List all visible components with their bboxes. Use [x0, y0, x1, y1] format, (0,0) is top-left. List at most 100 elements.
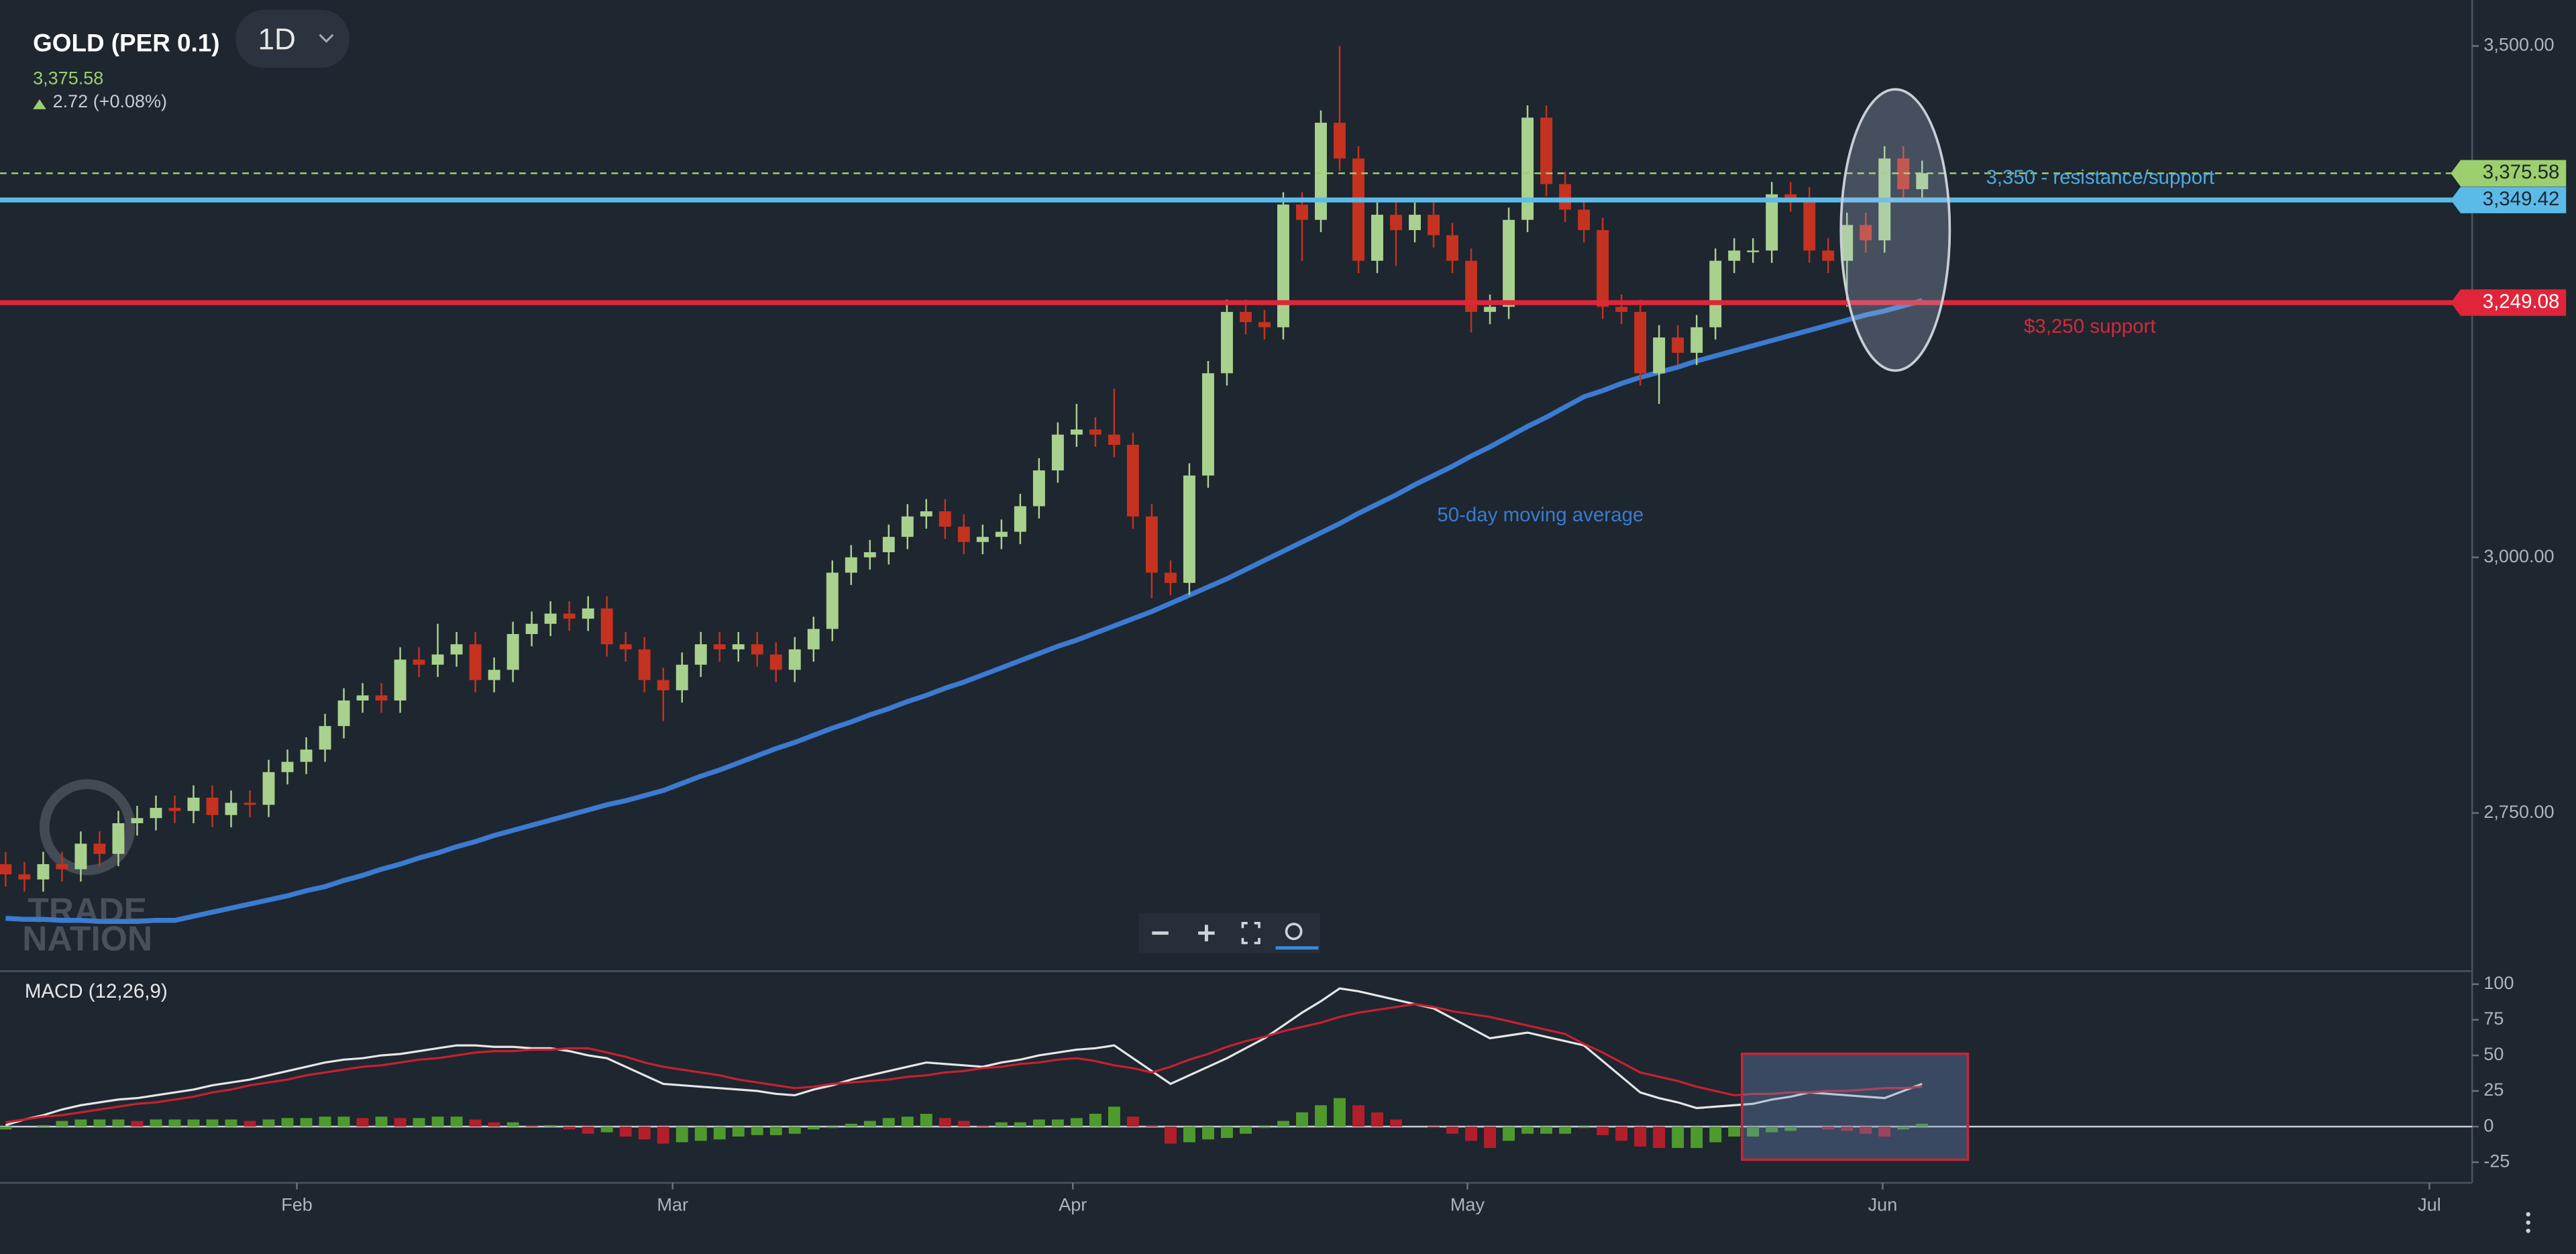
candle-body	[901, 516, 914, 537]
annotation: 3,350 - resistance/support	[1986, 166, 2214, 189]
histogram-bar	[901, 1116, 914, 1127]
histogram-bar	[694, 1127, 707, 1141]
histogram-bar	[431, 1116, 444, 1127]
histogram-bar	[1709, 1127, 1722, 1143]
candle-body	[1465, 260, 1478, 312]
level-label: 3,375.58	[2483, 161, 2560, 183]
level-tag	[2461, 160, 2567, 187]
x-tick-label: Jul	[2418, 1194, 2441, 1215]
y-tick-label: 100	[2483, 972, 2514, 993]
histogram-bar	[469, 1119, 482, 1127]
dot[interactable]	[2526, 1220, 2530, 1225]
candle-body	[1503, 219, 1515, 307]
candle-body	[1540, 117, 1553, 185]
zoom-reset[interactable]	[1285, 923, 1303, 941]
candle-body	[37, 864, 50, 880]
candle-body	[1841, 225, 1854, 261]
histogram-bar	[187, 1119, 200, 1127]
histogram-bar	[150, 1119, 162, 1127]
candle-body	[206, 797, 219, 815]
candle-body	[957, 526, 970, 542]
macd-pane: MACD (12,26,9) -25 0 25 50 75 100	[0, 972, 2514, 1171]
menu-icon[interactable]	[2526, 1212, 2530, 1233]
candle-body	[187, 797, 200, 811]
histogram-bar	[206, 1119, 219, 1127]
histogram-bar	[732, 1127, 745, 1137]
candle-body	[1428, 215, 1440, 236]
candle-body	[1521, 117, 1534, 220]
candle-body	[657, 680, 669, 690]
dot[interactable]	[2526, 1229, 2530, 1233]
histogram-bar	[1296, 1112, 1308, 1127]
histogram-bar	[356, 1118, 369, 1127]
histogram-bar	[1747, 1127, 1760, 1137]
candle-body	[1559, 184, 1572, 210]
histogram-bar	[1916, 1123, 1929, 1127]
histogram-bar	[807, 1127, 820, 1130]
histogram-bar	[1484, 1127, 1497, 1148]
candle-body	[1409, 215, 1421, 230]
candle-body	[1183, 475, 1195, 583]
candle-body	[337, 700, 350, 727]
timeframe[interactable]: 1D	[258, 23, 296, 56]
candle-body	[1258, 322, 1271, 327]
fullscreen[interactable]	[1241, 922, 1260, 945]
histogram-bar	[976, 1125, 989, 1127]
zoom-in[interactable]	[1198, 925, 1215, 941]
timeframe-button[interactable]	[235, 9, 350, 68]
dot[interactable]	[2526, 1212, 2530, 1217]
histogram-bar	[845, 1123, 857, 1127]
level-label: 3,349.42	[2483, 188, 2560, 210]
price-pane: 2,750.00 3,000.00 3,500.00 3,375.58 3,349.42…	[0, 34, 2567, 924]
candle-body	[300, 749, 313, 762]
histogram-bar	[225, 1119, 237, 1127]
level-tag-point	[2451, 187, 2461, 213]
histogram-bar	[1334, 1098, 1346, 1127]
histogram-bar	[1690, 1127, 1703, 1148]
histogram-bar	[1070, 1118, 1083, 1127]
candle-body	[1089, 429, 1102, 435]
up-arrow	[33, 99, 46, 109]
candle-body	[1484, 307, 1497, 312]
histogram-bar	[1446, 1127, 1459, 1134]
candle-body	[619, 644, 632, 649]
candle-body	[1390, 215, 1402, 230]
candle-body	[1690, 327, 1703, 353]
candle-body	[131, 818, 144, 823]
candle-body	[1803, 199, 1816, 251]
histogram-bar	[1784, 1127, 1797, 1131]
histogram-bar	[1897, 1127, 1910, 1130]
candle-body	[1126, 445, 1139, 517]
histogram-bar	[1428, 1127, 1440, 1129]
histogram-bar	[1258, 1127, 1271, 1129]
candle-body	[1653, 337, 1666, 374]
histogram-bar	[1521, 1127, 1534, 1134]
histogram-bar	[1014, 1122, 1026, 1127]
signal-line	[5, 1002, 1923, 1124]
histogram-bar	[1465, 1127, 1478, 1141]
histogram-bar	[1559, 1127, 1572, 1134]
histogram-bar	[995, 1122, 1008, 1127]
histogram-bar	[1239, 1127, 1252, 1134]
candle-body	[600, 608, 613, 645]
candle-body	[1897, 158, 1910, 189]
histogram-bar	[1503, 1127, 1515, 1141]
histogram-bar	[1822, 1127, 1835, 1130]
histogram-bar	[1540, 1127, 1553, 1134]
y-tick-label: 3,000.00	[2483, 545, 2554, 566]
candle-body	[1597, 229, 1609, 307]
level-label: 3,249.08	[2483, 291, 2560, 313]
candle-body	[882, 537, 895, 553]
histogram-bar	[375, 1116, 388, 1127]
candle-body	[1352, 158, 1364, 261]
dropdown-icon[interactable]	[319, 34, 334, 43]
candle-body	[1315, 122, 1327, 220]
histogram-bar	[769, 1127, 782, 1135]
candle-body	[56, 864, 68, 870]
candle-body	[262, 772, 275, 805]
last-price: 3,375.58	[33, 67, 103, 88]
histogram-bar	[1615, 1127, 1628, 1141]
candle-body	[394, 660, 407, 701]
histogram-bar	[1766, 1127, 1778, 1133]
